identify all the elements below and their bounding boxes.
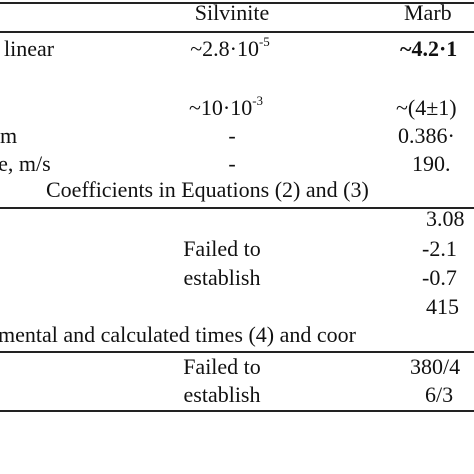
row3-silvinite: -: [228, 123, 236, 148]
section1-marble-value-1: 3.08: [426, 206, 465, 231]
row4-label: te, m/s: [0, 151, 51, 176]
row-linear-marble: ~4.2·1: [400, 36, 457, 62]
row-linear-marble-base: ~4.2·1: [400, 36, 458, 61]
section1-silvinite-line1: Failed to: [183, 236, 261, 261]
header-silvinite: Silvinite: [194, 0, 270, 25]
section1-title: Coefficients in Equations (2) and (3): [46, 177, 369, 202]
section2-silvinite-line2: establish: [183, 382, 261, 407]
bottom-rule: [0, 410, 474, 412]
section1-silvinite-line2: establish: [183, 265, 261, 290]
row-linear-silvinite-base: ~2.8·10: [190, 36, 259, 61]
section1-rule: [0, 207, 474, 209]
top-rule: [0, 2, 474, 4]
row2-silvinite-base: ~10·10: [188, 95, 253, 120]
section2-title: mental and calculated times (4) and coor: [0, 322, 356, 347]
row2-silvinite: ~10·10-3: [188, 92, 264, 121]
section1-marble-value-2: -2.1: [422, 236, 457, 261]
section1-marble-value-3: -0.7: [422, 265, 457, 290]
section1-marble-value-4: 415: [426, 294, 459, 319]
row-linear-silvinite: ~2.8·10-5: [190, 33, 270, 62]
row2-silvinite-exp: -3: [252, 92, 264, 108]
row4-silvinite: -: [228, 151, 236, 176]
section2-marble-value-2: 6/3: [425, 382, 454, 407]
row-linear-silvinite-exp: -5: [258, 33, 270, 49]
section2-marble-value-1: 380/4: [410, 354, 461, 379]
row3-marble: 0.386·: [398, 123, 455, 148]
row3-label: m: [0, 123, 18, 148]
section2-rule: [0, 351, 474, 353]
section2-silvinite-line1: Failed to: [183, 354, 261, 379]
header-marble: Marb: [404, 0, 452, 25]
row-linear-label: linear: [4, 36, 55, 61]
header-rule: [0, 31, 474, 33]
row4-marble: 190.: [412, 151, 451, 176]
row2-marble: ~(4±1): [396, 95, 457, 120]
